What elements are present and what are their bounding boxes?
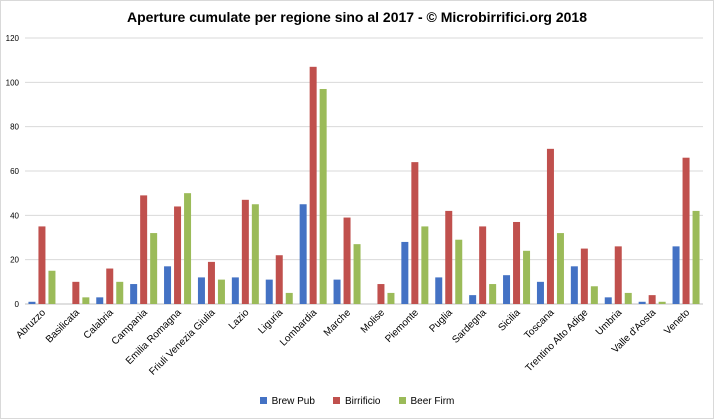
bar-brew-pub	[401, 241, 409, 304]
bar-brew-pub	[604, 297, 612, 304]
x-tick-label: Molise	[359, 307, 388, 336]
legend-swatch	[332, 397, 340, 404]
bar-brew-pub	[96, 297, 104, 304]
bar-beer-firm	[353, 244, 361, 304]
legend-swatch	[259, 397, 267, 404]
y-tick-label: 80	[10, 123, 19, 132]
bar-brew-pub	[469, 295, 477, 304]
bar-birrificio	[614, 246, 622, 304]
legend-item: Birrificio	[332, 396, 381, 407]
bar-birrificio	[38, 226, 46, 304]
bar-beer-firm	[48, 270, 56, 304]
bar-brew-pub	[299, 204, 307, 304]
x-tick-label: Lombardia	[278, 307, 319, 348]
y-tick-label: 100	[6, 78, 20, 87]
bar-birrificio	[140, 195, 148, 304]
bar-birrificio	[479, 226, 487, 304]
bar-brew-pub	[265, 279, 273, 304]
x-tick-label: Calabria	[82, 307, 116, 341]
bar-brew-pub	[197, 277, 205, 304]
x-tick-label: Puglia	[427, 307, 455, 335]
bar-brew-pub	[130, 284, 138, 304]
bar-brew-pub	[503, 275, 511, 304]
bar-birrificio	[207, 261, 215, 304]
bar-beer-firm	[421, 226, 429, 304]
bar-birrificio	[513, 221, 521, 304]
y-tick-label: 20	[10, 256, 19, 265]
bar-birrificio	[377, 284, 385, 304]
bar-beer-firm	[556, 233, 564, 304]
legend-label: Beer Firm	[410, 396, 455, 407]
bar-beer-firm	[116, 281, 124, 304]
legend-item: Beer Firm	[398, 396, 455, 407]
x-tick-label: Toscana	[522, 307, 556, 341]
chart-legend: Brew Pub Birrificio Beer Firm	[0, 396, 714, 407]
bar-birrificio	[275, 255, 283, 304]
x-tick-label: Lazio	[227, 307, 252, 332]
bar-beer-firm	[150, 233, 158, 304]
x-tick-label: Sicilia	[496, 307, 523, 334]
bar-birrificio	[309, 66, 317, 304]
chart-title: Aperture cumulate per regione sino al 20…	[126, 9, 587, 25]
bar-brew-pub	[333, 279, 341, 304]
bar-birrificio	[648, 295, 656, 304]
bar-beer-firm	[624, 292, 632, 304]
bar-birrificio	[411, 162, 419, 304]
bar-brew-pub	[536, 281, 544, 304]
x-tick-label: Basilicata	[44, 307, 82, 345]
bar-birrificio	[241, 199, 249, 304]
x-tick-label: Trentino Alto Adige	[524, 307, 591, 374]
bar-beer-firm	[387, 292, 395, 304]
x-tick-label: Marche	[322, 307, 354, 339]
bar-brew-pub	[28, 301, 36, 304]
x-tick-label: Piemonte	[383, 307, 421, 345]
y-tick-label: 60	[10, 167, 19, 176]
legend-label: Brew Pub	[271, 396, 315, 407]
bar-birrificio	[174, 206, 182, 304]
bar-brew-pub	[638, 301, 646, 304]
x-tick-label: Abruzzo	[14, 307, 48, 341]
x-tick-label: Friuli Venezia Giulia	[147, 307, 218, 378]
bar-beer-firm	[251, 204, 259, 304]
bar-beer-firm	[82, 297, 90, 304]
bar-beer-firm	[285, 292, 293, 304]
bar-beer-firm	[217, 279, 225, 304]
bar-beer-firm	[523, 250, 531, 304]
bar-beer-firm	[692, 210, 700, 304]
bar-beer-firm	[658, 301, 666, 304]
bar-birrificio	[343, 217, 351, 304]
bar-birrificio	[580, 248, 588, 304]
x-tick-label: Liguria	[256, 307, 285, 336]
bar-beer-firm	[489, 284, 497, 304]
bar-birrificio	[72, 281, 80, 304]
bar-brew-pub	[435, 277, 443, 304]
bar-birrificio	[682, 157, 690, 304]
legend-swatch	[398, 397, 406, 404]
bar-birrificio	[445, 210, 453, 304]
x-tick-label: Veneto	[662, 307, 692, 337]
bar-brew-pub	[570, 266, 578, 304]
bar-birrificio	[106, 268, 114, 304]
legend-label: Birrificio	[344, 396, 381, 407]
y-tick-label: 0	[15, 300, 20, 309]
bar-beer-firm	[455, 239, 463, 304]
legend-item: Brew Pub	[259, 396, 315, 407]
bar-beer-firm	[184, 193, 192, 304]
bar-beer-firm	[590, 286, 598, 304]
bar-brew-pub	[231, 277, 239, 304]
y-tick-label: 120	[6, 34, 20, 43]
x-tick-label: Sardegna	[450, 307, 489, 346]
bar-brew-pub	[672, 246, 680, 304]
y-tick-label: 40	[10, 211, 19, 220]
bar-beer-firm	[319, 88, 327, 304]
bar-brew-pub	[164, 266, 172, 304]
x-tick-label: Umbria	[594, 307, 625, 338]
bar-birrificio	[546, 148, 554, 304]
